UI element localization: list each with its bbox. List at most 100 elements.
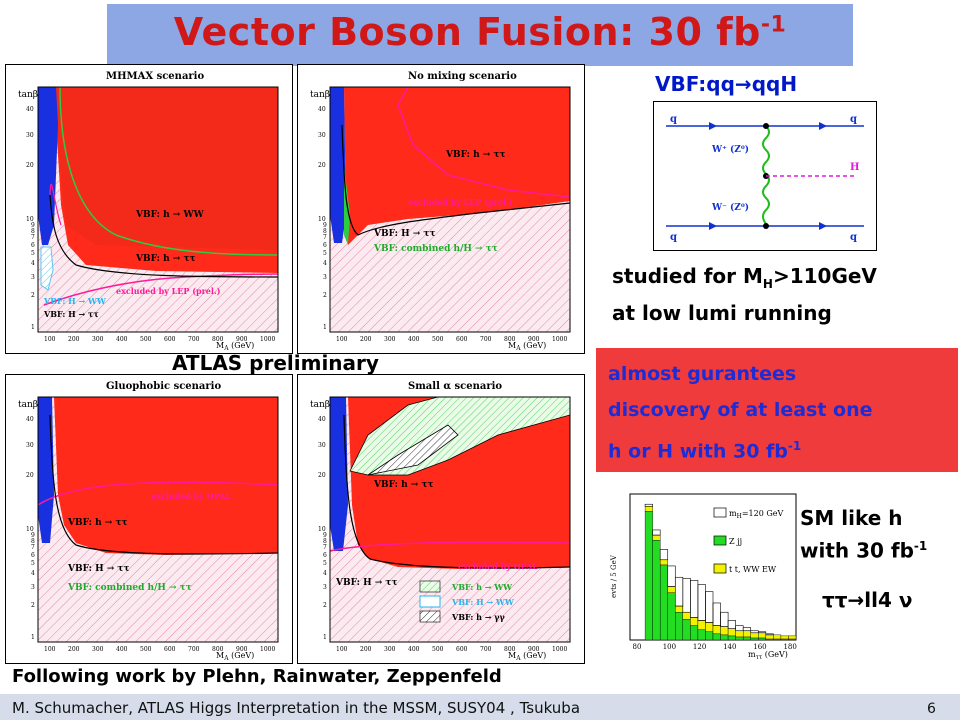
legend-signal-label: mH=120 GeV: [729, 509, 783, 520]
x-tick-label: 500: [432, 646, 444, 653]
histogram-bar-tt: [720, 626, 729, 636]
histogram-x-label: mττ (GeV): [748, 650, 788, 660]
x-tick-label: 1000: [552, 646, 567, 653]
x-ticks: 100 200 300 400 500 600 700 800 900 1000: [44, 646, 275, 653]
y-tick-label: 8: [31, 228, 35, 235]
x-tick-label: 200: [360, 646, 372, 653]
y-tick-label: 4: [323, 570, 327, 577]
quark-label: q: [670, 232, 677, 243]
histogram-x-tick: 160: [753, 643, 766, 651]
panel-title: Gluophobic scenario: [106, 381, 221, 392]
y-tick-label: 8: [323, 228, 327, 235]
x-tick-label: 700: [480, 336, 492, 343]
w-boson-label: W⁻ (Z⁰): [711, 202, 749, 213]
y-tick-label: 40: [318, 106, 326, 113]
y-axis-label: tanβ: [18, 90, 38, 100]
y-tick-label: 2: [31, 602, 35, 609]
y-tick-label: 3: [323, 274, 327, 281]
x-ticks: 100 200 300 400 500 600 700 800 900 1000: [336, 336, 567, 343]
legend-zjj-label: Z jj: [729, 537, 742, 546]
label-excluded-opal: excluded by OPAL: [151, 491, 231, 501]
x-tick-label: 900: [528, 336, 540, 343]
y-tick-label: 8: [323, 538, 327, 545]
label-vbf-H-tt: VBF: H → ττ: [373, 229, 436, 239]
label-vbf-H-tt: VBF: H → ττ: [335, 578, 398, 588]
x-axis-label: MA (GeV): [216, 341, 254, 352]
y-tick-label: 9: [323, 532, 327, 539]
x-tick-label: 100: [44, 336, 56, 343]
y-tick-label: 3: [31, 584, 35, 591]
x-tick-label: 300: [92, 646, 104, 653]
panel-title: No mixing scenario: [408, 71, 517, 82]
y-tick-label: 20: [318, 162, 326, 169]
x-tick-label: 500: [140, 336, 152, 343]
label-vbf-h-gg: VBF: h → γγ: [451, 612, 505, 622]
small-alpha-panel: Small α scenario tanβ VBF: h → ττ exclud…: [297, 374, 585, 664]
label-vbf-H-tt: VBF: H → ττ: [67, 564, 130, 574]
y-tick-label: 30: [26, 132, 34, 139]
x-tick-label: 600: [164, 336, 176, 343]
histogram-bar-tt: [750, 632, 759, 639]
label-vbf-h-ww: VBF: h → WW: [451, 582, 513, 592]
histogram-bar-zjj: [675, 612, 684, 641]
x-tick-label: 300: [384, 646, 396, 653]
y-tick-label: 20: [26, 472, 34, 479]
y-tick-label: 5: [31, 560, 35, 567]
histogram-bar-tt: [644, 506, 653, 512]
y-tick-label: 1: [323, 634, 327, 641]
x-tick-label: 100: [44, 646, 56, 653]
histogram-bar-zjj: [758, 637, 767, 641]
y-tick-label: 6: [323, 242, 327, 249]
y-tick-label: 40: [26, 106, 34, 113]
y-tick-label: 6: [31, 552, 35, 559]
x-tick-label: 600: [164, 646, 176, 653]
histogram-bar-tt: [742, 630, 751, 638]
y-tick-label: 30: [26, 442, 34, 449]
vbf-process-label: VBF:qq→qqH: [655, 72, 798, 96]
y-tick-label: 1: [31, 324, 35, 331]
y-tick-label: 30: [318, 442, 326, 449]
feynman-diagram: q q q q W⁺ (Z⁰) W⁻ (Z⁰) H: [653, 101, 877, 251]
histogram-bar-zjj: [735, 636, 744, 641]
legend-swatch-signal: [713, 507, 727, 518]
histogram-bar-tt: [682, 612, 691, 620]
y-tick-label: 6: [323, 552, 327, 559]
label-vbf-combined: VBF: combined h/H → ττ: [67, 583, 192, 593]
x-tick-label: 100: [336, 646, 348, 653]
histogram-bar-signal: [720, 611, 729, 627]
histogram-bar-tt: [697, 620, 706, 630]
label-vbf-H-ww: VBF: H → WW: [451, 597, 515, 607]
histogram-bar-zjj: [727, 635, 736, 641]
legend-tt-label: t t, WW EW: [729, 565, 777, 574]
y-tick-label: 4: [31, 570, 35, 577]
histogram-bar-signal: [659, 549, 669, 561]
histogram-bar-tt: [727, 628, 736, 637]
label-excluded-lep: excluded by LEP (prel.): [116, 286, 221, 296]
x-tick-label: 400: [408, 336, 420, 343]
label-vbf-h-ww: VBF: h → WW: [135, 210, 205, 220]
y-tick-label: 40: [318, 416, 326, 423]
y-tick-label: 5: [31, 250, 35, 257]
legend-swatch-gg: [419, 610, 441, 623]
histogram-x-tick: 100: [663, 643, 676, 651]
label-vbf-H-ww: VBF: H → WW: [43, 296, 107, 306]
y-axis-label: tanβ: [310, 400, 330, 410]
x-tick-label: 900: [528, 646, 540, 653]
histogram-x-tick: 180: [783, 643, 796, 651]
histogram-bar-signal: [644, 503, 653, 507]
label-vbf-h-tt: VBF: h → ττ: [67, 518, 128, 528]
following-work-label: Following work by Plehn, Rainwater, Zepp…: [12, 666, 502, 687]
x-tick-label: 400: [408, 646, 420, 653]
histogram-bar-tt: [712, 625, 721, 635]
label-vbf-combined: VBF: combined h/H → ττ: [373, 244, 498, 254]
mtautau-histogram: 80 100 120 140 160 180 mH=120 GeV Z jj t t, W…: [608, 488, 800, 661]
mhmax-panel: MHMAX scenario tanβ VBF: h → WW VBF: h →…: [5, 64, 293, 354]
x-axis-label: MA (GeV): [216, 651, 254, 662]
atlas-preliminary-label: ATLAS preliminary: [172, 351, 379, 375]
histogram-bar-tt: [667, 586, 676, 593]
label-vbf-h-tt: VBF: h → ττ: [135, 254, 196, 264]
discovery-highlight-box: [596, 348, 958, 472]
x-tick-label: 700: [188, 336, 200, 343]
histogram-bar-zjj: [690, 625, 699, 641]
